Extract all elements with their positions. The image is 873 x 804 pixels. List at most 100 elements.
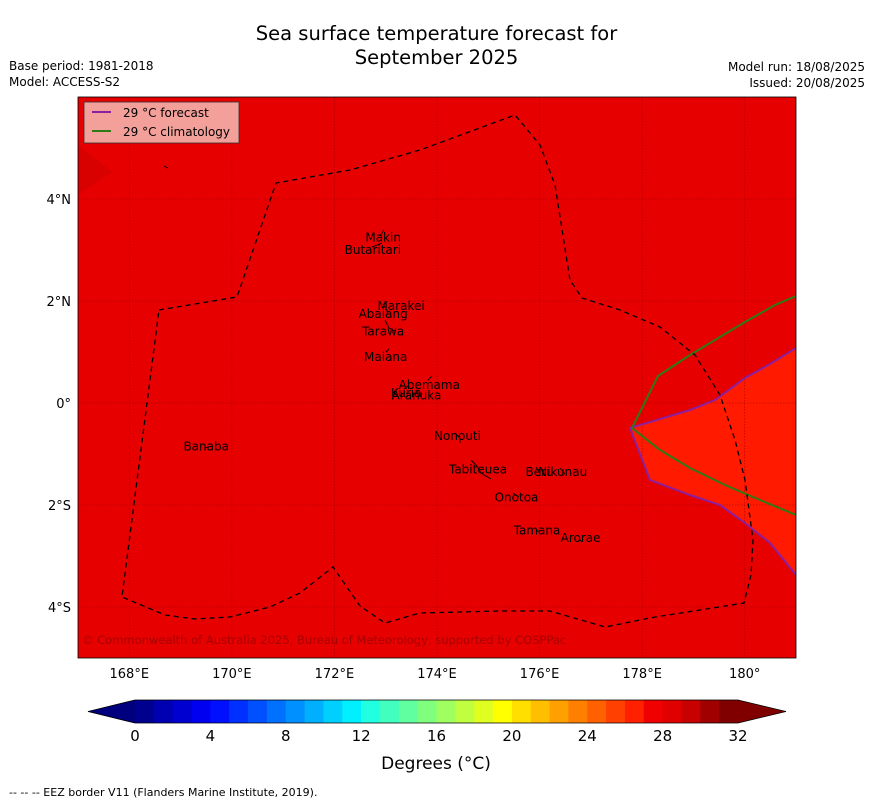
lat-tick-label: 4°N (47, 193, 72, 208)
colorbar-segment (530, 700, 551, 723)
colorbar-tick-label: 16 (427, 727, 446, 745)
colorbar-segment (493, 700, 513, 723)
meta-right: Model run: 18/08/2025 Issued: 20/08/2025 (728, 59, 865, 91)
map-gridlines (78, 97, 796, 658)
colorbar-segment (643, 700, 664, 723)
legend: 29 °C forecast 29 °C climatology (83, 101, 240, 144)
colorbar-segment (248, 700, 268, 723)
place-label: Tamana (513, 524, 561, 538)
place-label: Arorae (561, 531, 601, 545)
place-label: Beru (525, 465, 553, 479)
issued-date: Issued: 20/08/2025 (749, 76, 865, 90)
colorbar-tick-labels: 0 4 8 12 16 20 24 28 32 (130, 727, 747, 745)
colorbar-tick-label: 24 (578, 727, 597, 745)
colorbar-segment (568, 700, 588, 723)
colorbar-segment (681, 700, 701, 723)
lon-tick-label: 178°E (622, 667, 662, 682)
copyright-text: © Commonwealth of Australia 2025, Bureau… (82, 633, 566, 647)
footnote: -- -- -- EEZ border V11 (Flanders Marine… (9, 786, 318, 799)
colorbar-segment (379, 700, 400, 723)
colorbar-segment (304, 700, 324, 723)
colorbar-segment (172, 700, 193, 723)
colorbar-tick-label: 8 (281, 727, 291, 745)
colorbar-tick-label: 0 (130, 727, 140, 745)
colorbar-segment (474, 700, 494, 723)
eez-border (121, 114, 754, 628)
colorbar-segment (511, 700, 532, 723)
lon-tick-label: 168°E (110, 667, 150, 682)
colorbar-segment (624, 700, 645, 723)
colorbar-segment (455, 700, 475, 723)
colorbar-tick-label: 32 (728, 727, 747, 745)
place-label: Makin (365, 230, 401, 244)
colorbar-segment (436, 700, 456, 723)
colorbar-under-arrow (88, 700, 135, 723)
place-label: Maiana (364, 350, 407, 364)
title-line-1: Sea surface temperature forecast for (255, 22, 618, 45)
colorbar-segment (587, 700, 607, 723)
colorbar-segment (229, 700, 249, 723)
island-shapes (163, 165, 583, 543)
meta-left: Base period: 1981-2018 Model: ACCESS-S2 (9, 58, 154, 90)
place-label: Kuria (391, 386, 422, 400)
place-label: Tabiteuea (448, 462, 507, 476)
legend-climatology-label: 29 °C climatology (123, 125, 230, 139)
legend-box (83, 101, 240, 144)
colorbar-segment (398, 700, 419, 723)
place-label: Abemama (399, 378, 460, 392)
colorbar (87, 699, 787, 724)
forecast-29c-contour (628, 347, 796, 576)
lat-tick-label: 2°S (48, 499, 71, 514)
lon-tick-label: 174°E (417, 667, 457, 682)
colorbar-segment (662, 700, 682, 723)
lat-tick-labels: 4°N 2°N 0° 2°S 4°S (47, 193, 72, 616)
title-line-2: September 2025 (354, 46, 519, 69)
colorbar-label: Degrees (°C) (381, 754, 491, 774)
colorbar-segment (700, 700, 720, 723)
lon-tick-label: 172°E (315, 667, 355, 682)
colorbar-tick-label: 12 (352, 727, 371, 745)
place-label: Tarawa (361, 325, 404, 339)
climatology-29c-contour (630, 295, 796, 516)
place-label: Marakei (377, 299, 424, 313)
model-name: Model: ACCESS-S2 (9, 75, 121, 89)
map-frame (77, 96, 797, 659)
colorbar-segment (342, 700, 362, 723)
colorbar-over-arrow (738, 700, 786, 723)
colorbar-segment (153, 700, 174, 723)
colorbar-segment (549, 700, 569, 723)
colorbar-segment (417, 700, 437, 723)
place-label: Aranuka (392, 388, 442, 402)
colorbar-segment (135, 700, 155, 723)
lat-tick-label: 0° (56, 397, 71, 412)
colorbar-segment (361, 700, 381, 723)
lon-tick-label: 170°E (212, 667, 252, 682)
base-period: Base period: 1981-2018 (9, 59, 154, 73)
place-label: Butaritari (345, 243, 402, 257)
place-label: Abaiang (359, 307, 408, 321)
lon-tick-label: 176°E (520, 667, 560, 682)
lon-tick-label: 180° (729, 667, 760, 682)
place-label: Onotoa (495, 490, 539, 504)
lat-tick-label: 2°N (47, 295, 72, 310)
colorbar-segment (191, 700, 211, 723)
colorbar-segment (210, 700, 230, 723)
legend-forecast-label: 29 °C forecast (123, 106, 209, 120)
lat-tick-label: 4°S (48, 601, 71, 616)
page-title: Sea surface temperature forecast for Sep… (0, 22, 873, 70)
colorbar-segment (719, 700, 739, 723)
model-run: Model run: 18/08/2025 (727, 60, 865, 74)
colorbar-segment (266, 700, 287, 723)
map-shade-patch (78, 145, 112, 195)
colorbar-tick-label: 20 (502, 727, 521, 745)
colorbar-segment (285, 700, 306, 723)
colorbar-segment (606, 700, 626, 723)
place-label: Nikunau (538, 465, 587, 479)
colorbar-tick-label: 28 (653, 727, 672, 745)
colorbar-outline (87, 699, 787, 724)
place-label: Banaba (183, 439, 229, 453)
place-label: Nonouti (434, 429, 481, 443)
colorbar-segment (323, 700, 343, 723)
